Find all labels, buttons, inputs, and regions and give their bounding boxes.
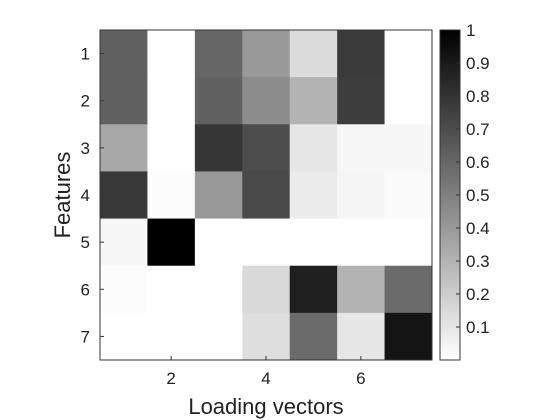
heatmap-cell-r3-c1 [100, 124, 148, 172]
heatmap-cell-r7-c4 [242, 312, 291, 361]
heatmap-cell-r4-c5 [289, 171, 338, 220]
colorbar-ticks: 0.1 0.2 0.3 0.4 0.5 0.6 0.7 0.8 0.9 1 [456, 21, 490, 337]
heatmap-cell-r4-c1 [100, 171, 148, 220]
heatmap-cell-r4-c7 [384, 171, 433, 220]
heatmap-cell-r6-c2 [147, 265, 196, 314]
heatmap-cell-r1-c6 [337, 30, 386, 78]
heatmap-cell-r3-c7 [384, 124, 433, 172]
y-tick-label: 1 [81, 45, 90, 64]
heatmap-cell-r1-c7 [384, 30, 433, 78]
heatmap-cell-r4-c2 [147, 171, 196, 220]
heatmap-cell-r3-c4 [242, 124, 291, 172]
y-tick-label: 4 [81, 186, 90, 205]
heatmap-cell-r2-c4 [242, 77, 291, 125]
heatmap-cell-r7-c1 [100, 312, 148, 361]
colorbar-tick-label: 0.3 [466, 252, 490, 271]
heatmap-cell-r2-c1 [100, 77, 148, 125]
heatmap-cell-r6-c1 [100, 265, 148, 314]
heatmap-cell-r5-c6 [337, 218, 386, 267]
heatmap-cell-r4-c6 [337, 171, 386, 220]
heatmap-cell-r1-c1 [100, 30, 148, 78]
heatmap-cell-r3-c2 [147, 124, 196, 172]
heatmap-cell-r6-c6 [337, 265, 386, 314]
heatmap-cell-r3-c6 [337, 124, 386, 172]
heatmap-cell-r4-c3 [194, 171, 243, 220]
y-tick-label: 6 [81, 280, 90, 299]
heatmap-cell-r2-c3 [194, 77, 243, 125]
heatmap-cell-r1-c2 [147, 30, 196, 78]
y-tick-label: 7 [81, 327, 90, 346]
colorbar-tick-label: 0.5 [466, 186, 490, 205]
colorbar-tick-label: 0.1 [466, 318, 490, 337]
heatmap-cell-r6-c4 [242, 265, 291, 314]
heatmap-cell-r5-c1 [100, 218, 148, 267]
x-tick-label: 2 [166, 369, 175, 388]
heatmap-cell-r7-c5 [289, 312, 338, 361]
heatmap-cell-r1-c5 [289, 30, 338, 78]
heatmap-cell-r2-c5 [289, 77, 338, 125]
heatmap-cell-r2-c2 [147, 77, 196, 125]
y-axis-label: Features [50, 152, 75, 239]
heatmap-cells [100, 30, 433, 361]
heatmap-cell-r1-c3 [194, 30, 243, 78]
y-tick-label: 3 [81, 139, 90, 158]
x-axis-ticks: 2 4 6 [166, 356, 366, 388]
heatmap-cell-r5-c3 [194, 218, 243, 267]
heatmap-cell-r5-c2 [147, 218, 196, 267]
heatmap-cell-r7-c3 [194, 312, 243, 361]
heatmap-cell-r2-c7 [384, 77, 433, 125]
heatmap-cell-r5-c5 [289, 218, 338, 267]
y-tick-label: 2 [81, 92, 90, 111]
heatmap-cell-r5-c7 [384, 218, 433, 267]
y-axis-ticks: 1 2 3 4 5 6 7 [81, 45, 104, 346]
heatmap-cell-r1-c4 [242, 30, 291, 78]
colorbar-tick-label: 1 [466, 21, 475, 40]
heatmap-cell-r4-c4 [242, 171, 291, 220]
heatmap-cell-r5-c4 [242, 218, 291, 267]
heatmap-cell-r7-c6 [337, 312, 386, 361]
heatmap-cell-r7-c2 [147, 312, 196, 361]
colorbar-tick-label: 0.9 [466, 54, 490, 73]
colorbar-tick-label: 0.2 [466, 285, 490, 304]
heatmap-cell-r3-c3 [194, 124, 243, 172]
x-axis-label: Loading vectors [188, 394, 343, 419]
heatmap-cell-r6-c5 [289, 265, 338, 314]
heatmap-cell-r7-c7 [384, 312, 433, 361]
heatmap-cell-r6-c3 [194, 265, 243, 314]
x-tick-label: 6 [356, 369, 365, 388]
colorbar-tick-label: 0.6 [466, 153, 490, 172]
heatmap-cell-r6-c7 [384, 265, 433, 314]
colorbar-tick-label: 0.4 [466, 219, 490, 238]
heatmap-cell-r2-c6 [337, 77, 386, 125]
heatmap-cell-r3-c5 [289, 124, 338, 172]
x-tick-label: 4 [261, 369, 270, 388]
y-tick-label: 5 [81, 233, 90, 252]
colorbar-tick-label: 0.8 [466, 87, 490, 106]
colorbar-tick-label: 0.7 [466, 120, 490, 139]
